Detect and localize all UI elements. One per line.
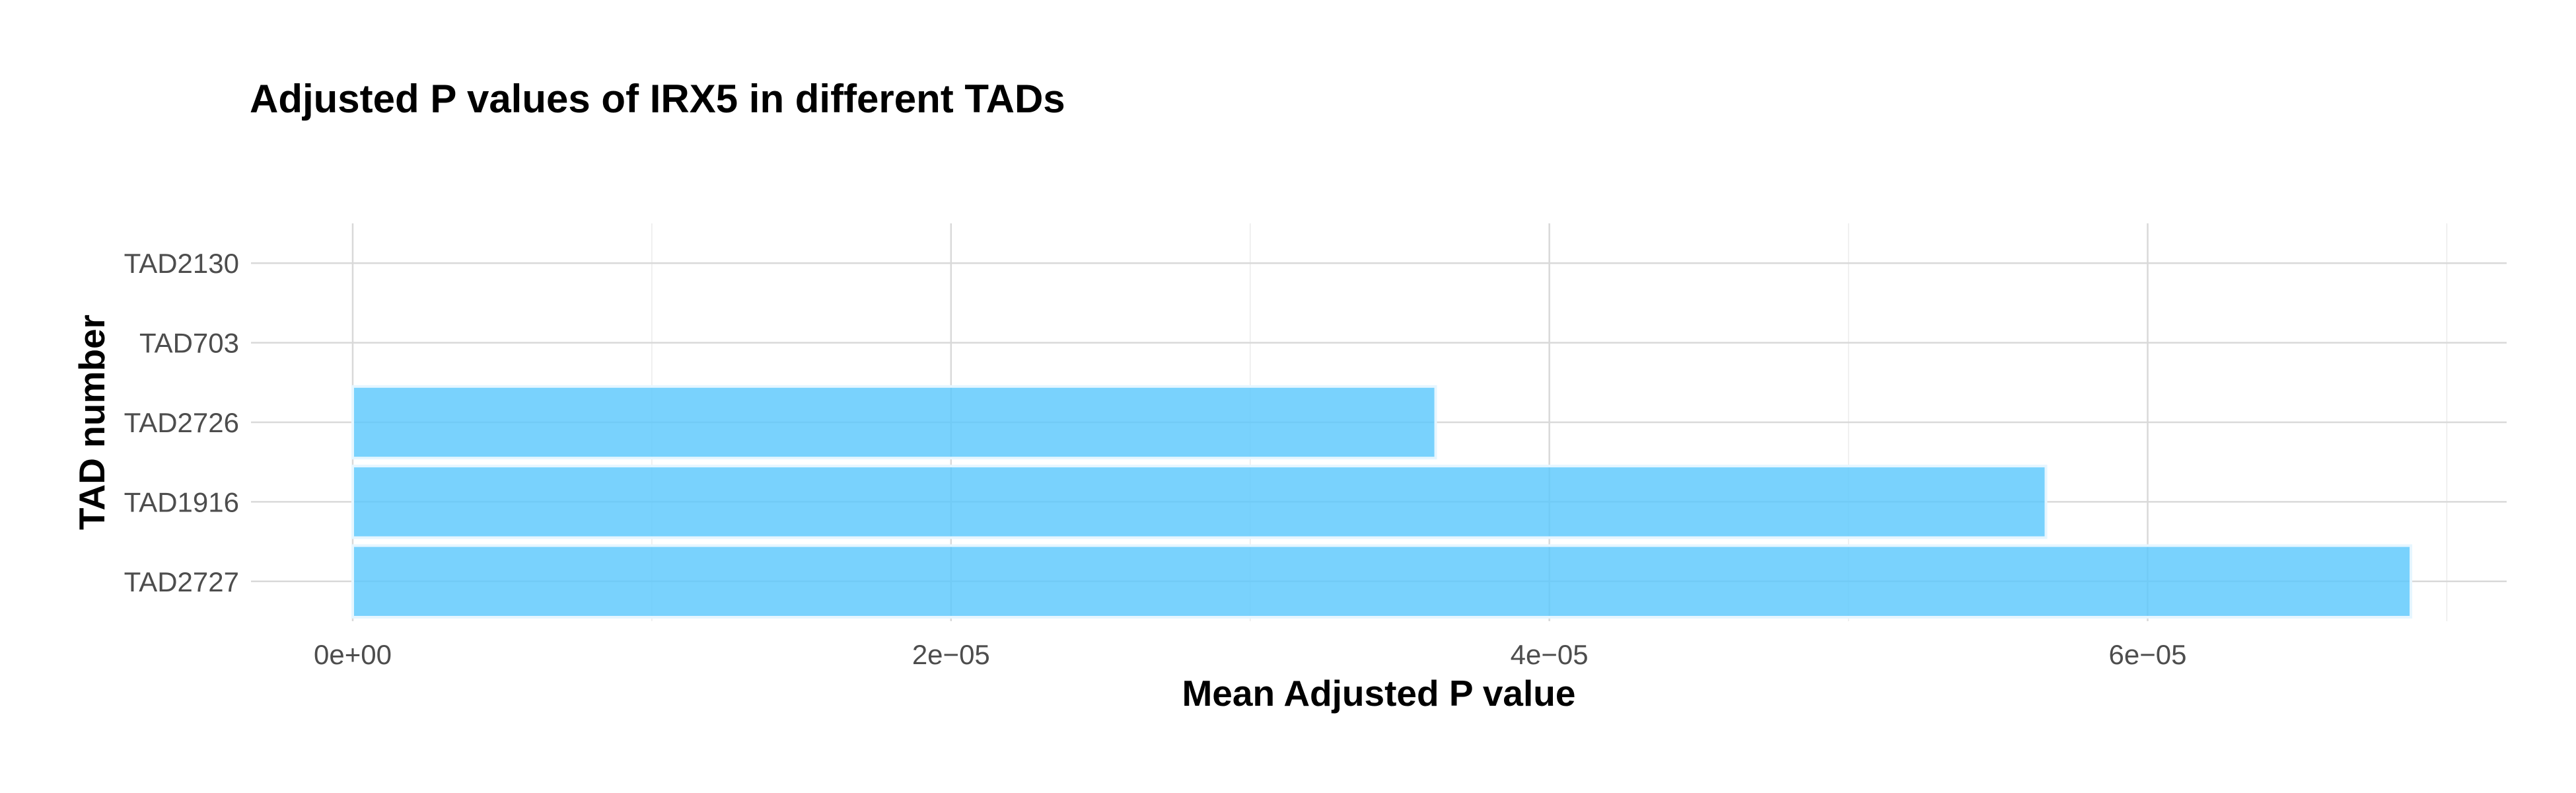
x-tick-label-2: 4e−05 bbox=[1511, 639, 1589, 670]
y-tick-label-tad2726: TAD2726 bbox=[124, 407, 239, 438]
y-tick-label-tad2130: TAD2130 bbox=[124, 248, 239, 279]
chart-title: Adjusted P values of IRX5 in different T… bbox=[250, 77, 1065, 121]
y-tick-label-tad2727: TAD2727 bbox=[124, 566, 239, 597]
x-tick-label-3: 6e−05 bbox=[2109, 639, 2187, 670]
y-axis-title: TAD number bbox=[71, 315, 112, 530]
y-tick-label-tad703: TAD703 bbox=[139, 328, 239, 359]
x-tick-label-0: 0e+00 bbox=[314, 639, 392, 670]
y-tick-label-tad1916: TAD1916 bbox=[124, 486, 239, 517]
bar-layer bbox=[351, 385, 2413, 619]
bar-tad1916 bbox=[351, 465, 2048, 539]
label-layer: TAD2727 TAD1916 TAD2726 TAD703 TAD2130 0e+00 2… bbox=[71, 77, 2186, 714]
bar-tad2727 bbox=[351, 544, 2413, 619]
x-axis-title: Mean Adjusted P value bbox=[1182, 673, 1575, 714]
x-tick-label-1: 2e−05 bbox=[912, 639, 990, 670]
bar-tad2726 bbox=[351, 385, 1437, 460]
